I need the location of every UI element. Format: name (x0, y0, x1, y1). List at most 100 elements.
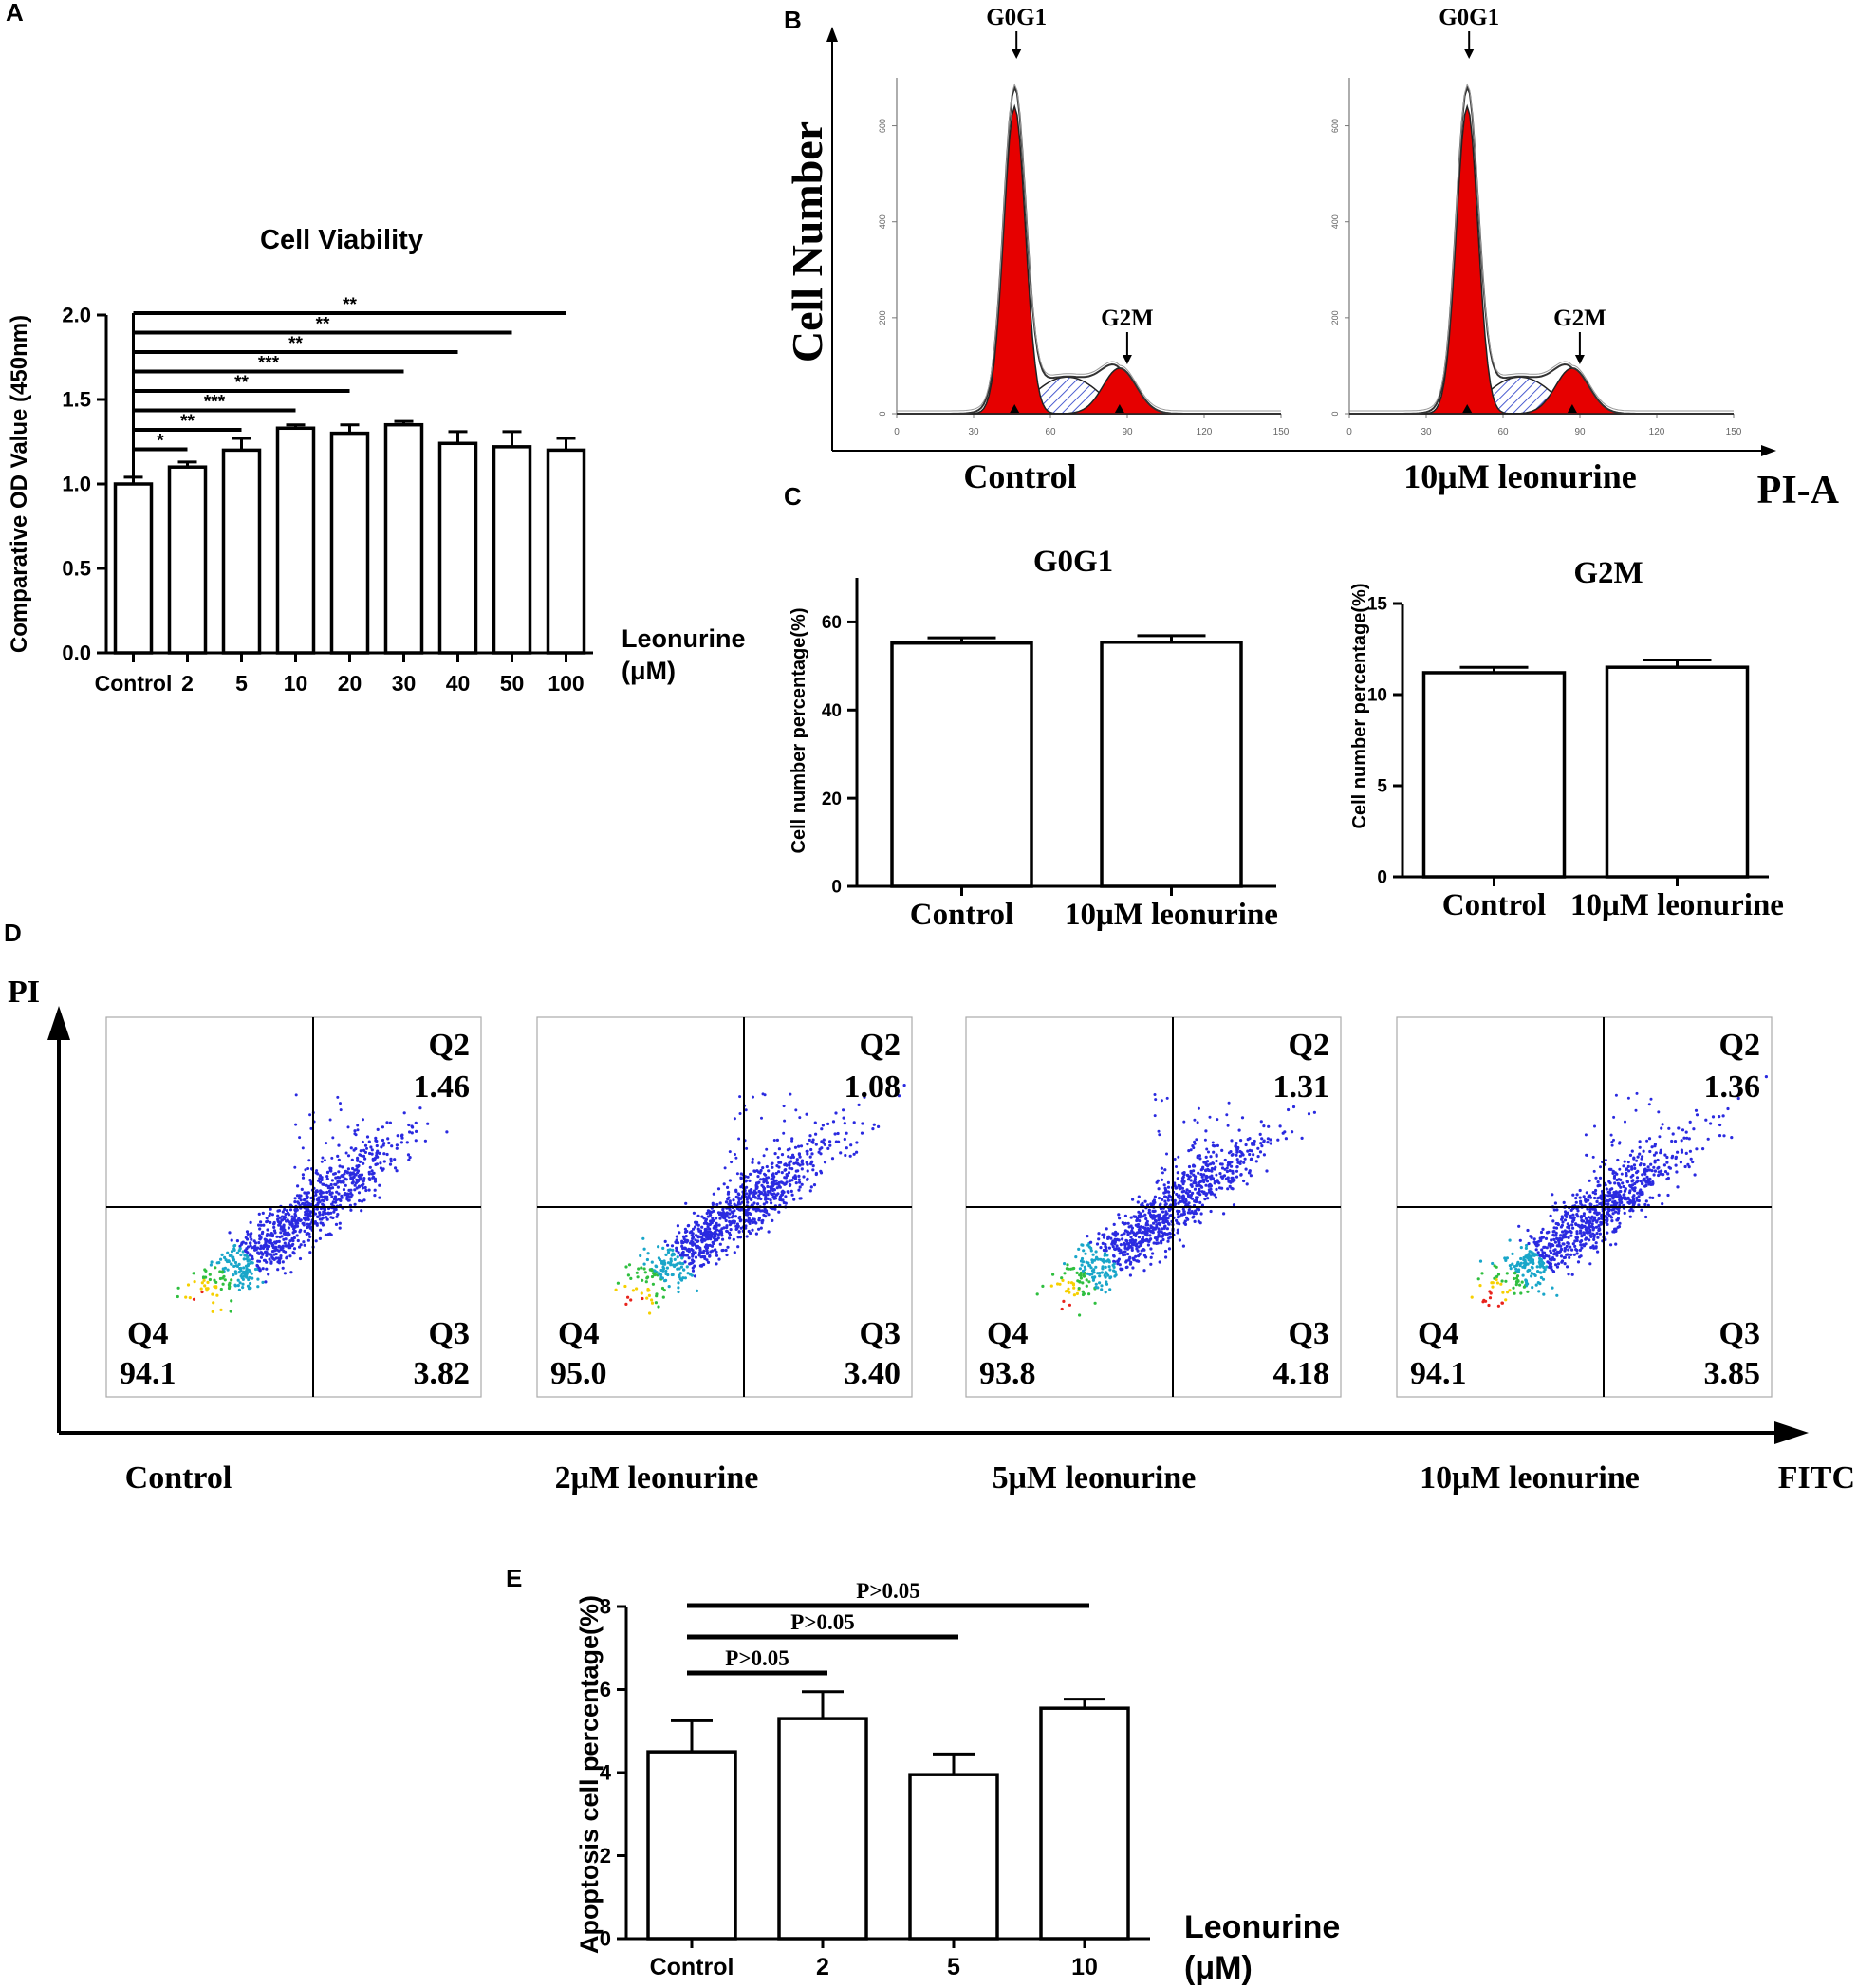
y-tick-label: 15 (1367, 595, 1388, 615)
g0g1-arrow-head (1012, 49, 1022, 59)
y-tick-label: 20 (822, 790, 842, 809)
significance-label: P>0.05 (856, 1579, 919, 1603)
x-tick-label: 10 (284, 671, 308, 696)
q3-label: Q3 (429, 1316, 470, 1351)
q3-value: 3.85 (1704, 1356, 1761, 1391)
x-tick-label: 30 (392, 671, 417, 696)
y-axis-label: Apoptosis cell percentage(%) (575, 1595, 604, 1954)
bar (437, 441, 478, 655)
g2m-marker (1114, 404, 1124, 413)
x-tick-label: 0 (1346, 427, 1352, 437)
x-tick-label: 20 (338, 671, 362, 696)
panel-label-d: D (4, 919, 22, 947)
q2-value: 1.31 (1273, 1069, 1330, 1105)
bar (113, 482, 154, 655)
raw-data-curve (1349, 83, 1734, 412)
y-axis-label: Cell number percentage(%) (1349, 584, 1370, 829)
y-tick-label: 1.0 (62, 473, 91, 496)
histogram-condition-label: Control (963, 457, 1076, 495)
raw-data-curve (897, 83, 1281, 412)
x-tick-label: 120 (1197, 427, 1213, 437)
x-tick-label: 120 (1649, 427, 1665, 437)
y-tick-label: 0 (600, 1927, 611, 1951)
x-axis-arrow (1761, 445, 1776, 456)
x-tick-label: 10μM leonurine (1570, 888, 1784, 922)
significance-label: ** (234, 373, 249, 393)
scatter-condition-label: Control (125, 1460, 232, 1496)
significance-label: *** (258, 354, 280, 374)
y-axis-label: Comparative OD Value (450nm) (7, 315, 32, 653)
y-tick-label: 200 (1330, 310, 1340, 325)
x-tick-label: 10 (1071, 1954, 1098, 1980)
x-tick-label: Control (910, 898, 1013, 932)
y-tick-label: 0.0 (62, 641, 91, 665)
q3-label: Q3 (860, 1316, 901, 1351)
x-tick-label: 90 (1122, 427, 1133, 437)
y-tick-label: 0 (1377, 868, 1387, 888)
q4-value: 94.1 (120, 1356, 176, 1391)
x-axis-unit: (μM) (1184, 1950, 1253, 1986)
bar (167, 465, 208, 655)
x-tick-label: Control (95, 671, 173, 696)
bar (492, 445, 532, 655)
significance-label: ** (316, 315, 330, 335)
bar (1605, 665, 1750, 879)
x-tick-label: 40 (446, 671, 471, 696)
scatter-points (176, 1092, 461, 1313)
chart-c-g2m: 0 5 10 15 Control 10μM leonurine G2M Cell numbe… (1349, 556, 1784, 922)
scatter-condition-label: 2μM leonurine (555, 1460, 759, 1496)
x-axis-arrow (1774, 1421, 1809, 1444)
panel-label-c: C (784, 482, 802, 511)
scatter-condition-label: 5μM leonurine (993, 1460, 1197, 1496)
x-tick-label: 100 (548, 671, 584, 696)
bar (275, 426, 316, 655)
significance-label: ** (180, 412, 195, 432)
g0g1-arrow-head (1464, 49, 1475, 59)
chart-title: G2M (1573, 556, 1643, 590)
q2-label: Q2 (860, 1028, 901, 1063)
y-axis-label: Cell Number (783, 121, 831, 362)
panel-label-b: B (784, 6, 802, 34)
panel-label-e: E (506, 1564, 522, 1592)
bar (777, 1717, 868, 1941)
x-tick-label: 5 (947, 1954, 960, 1980)
chart-c-g0g1: 0 20 40 60 Control 10μM leonurine G0G1 Cell num… (789, 545, 1278, 932)
bar (1039, 1706, 1130, 1941)
chart-a-cell-viability: 0.0 0.5 1.0 1.5 2.0 Control 2 5 10 20 30 40 50 100 Cel… (7, 225, 746, 696)
y-tick-label: 8 (600, 1595, 611, 1619)
bar (1421, 671, 1567, 879)
total-fit-curve (897, 84, 1281, 415)
x-tick-label: 30 (1421, 427, 1432, 437)
g0g1-peak-area (897, 103, 1281, 415)
bar (1100, 641, 1243, 888)
q4-label: Q4 (127, 1316, 168, 1351)
significance-label: * (157, 432, 164, 452)
q4-value: 93.8 (979, 1356, 1036, 1391)
x-axis-label: Leonurine (622, 624, 746, 653)
x-tick-label: 30 (968, 427, 979, 437)
y-tick-label: 400 (878, 214, 887, 229)
y-axis-arrow (47, 1006, 70, 1040)
bar (329, 431, 370, 655)
q3-value: 3.40 (845, 1356, 901, 1391)
y-tick-label: 200 (878, 310, 887, 325)
x-tick-label: 2 (816, 1954, 829, 1980)
x-axis-label: Leonurine (1184, 1909, 1340, 1945)
y-axis-label: Cell number percentage(%) (789, 608, 809, 854)
x-tick-label: 0 (894, 427, 900, 437)
bar (646, 1750, 737, 1941)
y-tick-label: 0.5 (62, 557, 91, 581)
g2m-peak-label: G2M (1553, 306, 1606, 331)
g0g1-peak-label: G0G1 (986, 5, 1047, 30)
y-tick-label: 2 (600, 1844, 611, 1867)
y-tick-label: 400 (1330, 214, 1340, 229)
g2m-arrow-head (1122, 355, 1132, 364)
q3-value: 4.18 (1273, 1356, 1330, 1391)
q3-label: Q3 (1289, 1316, 1329, 1351)
y-tick-label: 0 (1330, 411, 1340, 416)
x-tick-label: Control (650, 1954, 734, 1980)
scatter-points (614, 1084, 906, 1315)
bar (890, 641, 1033, 888)
